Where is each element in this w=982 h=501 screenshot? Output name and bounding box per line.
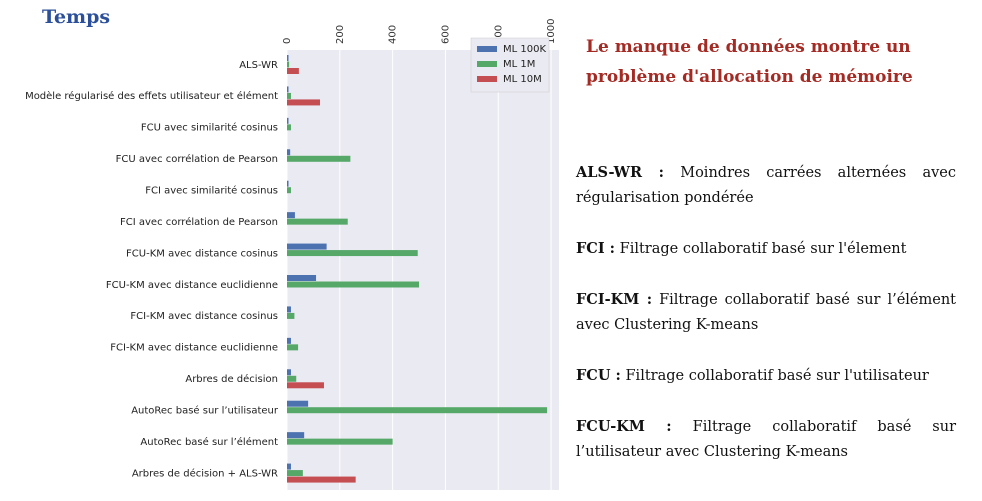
definition-fci-km: FCI-KM : Filtrage collaboratif basé sur … <box>576 287 956 338</box>
category-label: AutoRec basé sur l’élément <box>140 436 278 448</box>
definition-text: Filtrage collaboratif basé sur l'élement <box>619 241 907 257</box>
bar <box>287 212 295 219</box>
bar <box>287 180 289 187</box>
bar <box>287 432 305 439</box>
x-tick-label: 0 <box>282 38 293 44</box>
bar <box>287 470 303 477</box>
definition-term: FCI-KM : <box>576 291 653 308</box>
x-tick-label: 200 <box>335 25 346 44</box>
category-label: ALS-WR <box>239 60 278 71</box>
bar <box>287 155 351 162</box>
x-tick-label: 800 <box>493 25 504 44</box>
bar <box>287 149 291 156</box>
bar <box>287 463 291 470</box>
category-label: FCI avec corrélation de Pearson <box>120 216 278 228</box>
category-label: FCI avec similarité cosinus <box>145 184 278 196</box>
definition-term: FCU : <box>576 367 621 384</box>
bar <box>287 275 317 281</box>
legend-swatch <box>477 76 497 82</box>
bar <box>287 86 289 93</box>
legend-label: ML 1M <box>503 59 535 70</box>
bar <box>287 55 289 61</box>
bar <box>287 407 548 414</box>
category-label: FCU avec similarité cosinus <box>141 122 278 134</box>
category-label: AutoRec basé sur l’utilisateur <box>131 404 279 416</box>
bar <box>287 344 299 351</box>
bar <box>287 400 309 407</box>
bar <box>287 281 420 288</box>
bar <box>287 218 348 225</box>
definition-fci: FCI : Filtrage collaboratif basé sur l'é… <box>576 236 956 262</box>
legend-label: ML 100K <box>503 44 546 55</box>
legend-label: ML 10M <box>503 74 542 85</box>
category-label: FCU-KM avec distance cosinus <box>126 248 278 259</box>
bar <box>287 187 291 194</box>
bar <box>287 99 321 106</box>
bar <box>287 438 393 445</box>
bar <box>287 306 291 313</box>
bar <box>287 369 291 376</box>
legend-swatch <box>477 46 497 52</box>
category-label: FCI-KM avec distance euclidienne <box>110 343 278 354</box>
definition-als-wr: ALS-WR : Moindres carrées alternées avec… <box>576 160 956 211</box>
bar <box>287 68 299 74</box>
bar <box>287 92 291 99</box>
definition-text: Filtrage collaboratif basé sur l’élément… <box>576 292 956 333</box>
category-label: FCU-KM avec distance euclidienne <box>106 280 278 291</box>
bar <box>287 250 418 257</box>
category-label: Arbres de décision + ALS-WR <box>132 467 278 479</box>
definition-text: Filtrage collaboratif basé sur l'utilisa… <box>625 368 929 384</box>
bar <box>287 337 291 344</box>
chart-title: Temps <box>42 6 111 28</box>
bar <box>287 124 291 131</box>
definition-term: FCI : <box>576 240 616 257</box>
memory-note: Le manque de données montre un problème … <box>586 37 913 87</box>
definition-term: FCU-KM : <box>576 418 672 435</box>
bar <box>287 117 289 124</box>
definition-text: Moindres carrées alternées avec régulari… <box>576 165 956 206</box>
definition-text: Filtrage collaboratif basé sur l’utilisa… <box>576 419 957 460</box>
category-label: Modèle régularisé des effets utilisateur… <box>25 90 278 102</box>
category-label: FCI-KM avec distance cosinus <box>130 311 278 322</box>
bar <box>287 382 324 389</box>
bar <box>287 312 295 319</box>
x-tick-label: 400 <box>388 25 399 44</box>
definition-fcu: FCU : Filtrage collaboratif basé sur l'u… <box>576 363 956 389</box>
plot-area <box>287 50 559 490</box>
bar <box>287 61 290 68</box>
bar <box>287 476 356 483</box>
category-label: FCU avec corrélation de Pearson <box>116 153 278 165</box>
definition-term: ALS-WR : <box>576 164 665 181</box>
bar <box>287 243 327 250</box>
definitions-list: ALS-WR : Moindres carrées alternées avec… <box>576 160 956 490</box>
category-label: Arbres de décision <box>185 373 278 385</box>
definition-fcu-km: FCU-KM : Filtrage collaboratif basé sur … <box>576 414 956 465</box>
x-tick-label: 600 <box>440 25 451 44</box>
bar <box>287 375 297 382</box>
legend-swatch <box>477 61 497 67</box>
x-tick-label: 1000 <box>546 19 557 44</box>
